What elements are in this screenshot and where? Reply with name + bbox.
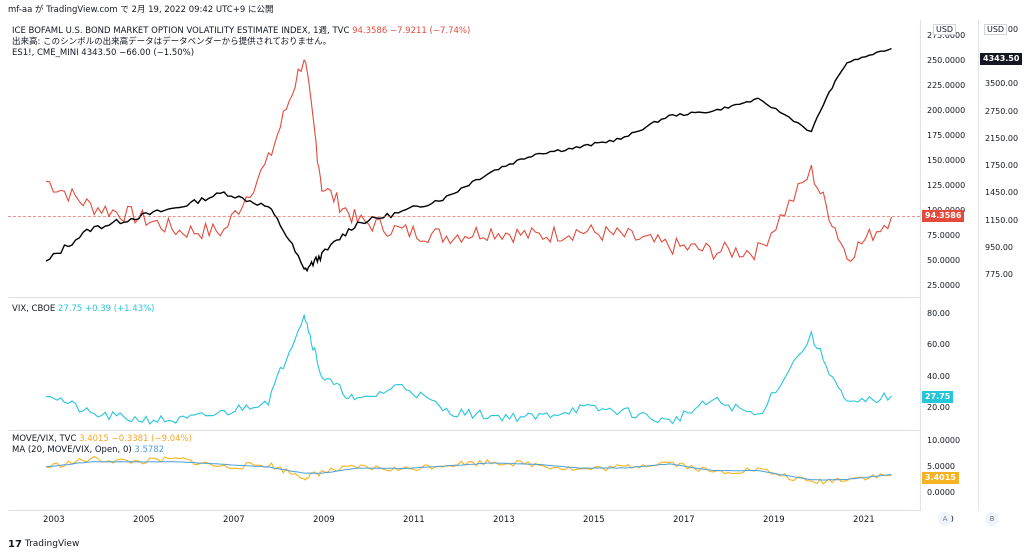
es-legend-value: 4343.50 [81, 48, 117, 58]
price-tick: 1750.00 [985, 161, 1019, 171]
time-tick: 2013 [493, 515, 515, 525]
time-tick: 2017 [673, 515, 695, 525]
currency-label-left[interactable]: USD [933, 24, 957, 35]
volume-notice: 出来高: このシンボルの出来高データはデータベンダーから提供されておりません。 [12, 37, 332, 47]
ratio-legend-change: −0.3381 (−9.04%) [111, 434, 192, 444]
price-tick: 775.00 [985, 270, 1013, 279]
time-tick: 2007 [223, 515, 245, 525]
move-last-price-line [8, 216, 920, 217]
price-tick: 150.0000 [927, 156, 966, 165]
vix-right-scale [978, 298, 1024, 431]
vix-legend-change: +0.39 (+1.43%) [84, 304, 155, 314]
ratio-legend-value: 3.4015 [79, 434, 109, 444]
time-tick: 2015 [583, 515, 605, 525]
currency-label-right[interactable]: USD [984, 24, 1008, 35]
publish-header: mf-aa が TradingView.com で 2月 19, 2022 09… [8, 5, 274, 15]
vix-chart [45, 313, 892, 425]
vix-legend-name: VIX, CBOE [12, 304, 56, 314]
main-price-chart [45, 47, 893, 273]
tradingview-logo-icon: 17 [8, 538, 22, 550]
price-tick: 250.0000 [927, 56, 966, 65]
price-tick: 950.00 [985, 242, 1013, 252]
price-tick: 20.00 [927, 403, 950, 412]
vix-price-badge: 27.75 [922, 391, 954, 403]
ratio-legend-name: MOVE/VIX, TVC [12, 434, 77, 444]
price-tick: 1450.00 [985, 188, 1019, 198]
time-tick: 2011 [403, 515, 425, 525]
main-price-pane[interactable]: ICE BOFAML U.S. BOND MARKET OPTION VOLAT… [8, 20, 920, 298]
price-tick: 10.0000 [927, 436, 961, 445]
price-tick: 0.0000 [927, 488, 955, 497]
time-tick: 2019 [763, 515, 785, 525]
price-tick: 40.00 [927, 371, 950, 381]
ma-legend-name: MA (20, MOVE/VIX, Open, 0) [12, 445, 132, 455]
time-tick: 2003 [43, 515, 65, 525]
time-tick: 2021 [853, 515, 875, 525]
vix-series-line [45, 313, 892, 425]
price-tick: 200.0000 [927, 106, 966, 115]
ratio-price-scale[interactable]: 10.0000 5.0000 0.0000 [920, 431, 978, 511]
price-tick: 225.0000 [927, 81, 966, 90]
price-tick: 75.0000 [927, 231, 961, 240]
ma-legend[interactable]: MA (20, MOVE/VIX, Open, 0) 3.5782 [12, 445, 164, 456]
price-tick: 2750.00 [985, 106, 1019, 116]
auto-scale-button[interactable]: A [938, 512, 952, 526]
price-tick: 5.0000 [927, 462, 955, 471]
price-tick: 125.0000 [927, 181, 966, 190]
move-series-line [45, 58, 893, 263]
ratio-series-line [45, 455, 892, 485]
move-legend-name: ICE BOFAML U.S. BOND MARKET OPTION VOLAT… [12, 26, 350, 36]
price-tick: 80.00 [927, 309, 950, 318]
ma-legend-value: 3.5782 [134, 445, 165, 455]
price-tick: 175.0000 [927, 131, 966, 140]
vix-price-scale[interactable]: 80.00 60.00 40.00 20.00 [920, 298, 978, 431]
price-tick: 2150.00 [985, 133, 1019, 143]
price-tick: 3500.00 [985, 79, 1019, 89]
price-tick: 1150.00 [985, 215, 1019, 225]
footer[interactable]: 17 TradingView [8, 536, 79, 552]
es-legend-name: ES1!, CME_MINI [12, 48, 79, 58]
time-tick: 2005 [133, 515, 155, 525]
move-legend-change: −7.9211 (−7.74%) [389, 26, 471, 36]
brand-name: TradingView [24, 539, 80, 549]
move-price-badge: 94.3586 [922, 210, 965, 222]
vix-pane[interactable]: VIX, CBOE 27.75 +0.39 (+1.43%) [8, 298, 920, 431]
move-legend-value: 94.3586 [352, 26, 388, 36]
ma-series-line [45, 461, 892, 481]
price-tick: 25.0000 [927, 281, 961, 290]
time-axis[interactable]: 2003 2005 2007 2009 2011 2013 2015 2017 2019 2021… [8, 512, 954, 528]
time-tick: 2009 [313, 515, 335, 525]
log-scale-button[interactable]: B [985, 512, 999, 526]
price-tick: 60.00 [927, 340, 950, 350]
ratio-right-scale [978, 431, 1024, 511]
ratio-legend[interactable]: MOVE/VIX, TVC 3.4015 −0.3381 (−9.04%) [12, 434, 192, 445]
ratio-price-badge: 3.4015 [922, 472, 959, 484]
move-legend[interactable]: ICE BOFAML U.S. BOND MARKET OPTION VOLAT… [12, 26, 470, 37]
ratio-chart [45, 455, 892, 485]
es-legend[interactable]: ES1!, CME_MINI 4343.50 −66.00 (−1.50%) [12, 48, 194, 59]
es-series-line [45, 47, 892, 273]
es-legend-change: −66.00 (−1.50%) [119, 48, 195, 58]
price-tick: 275.0000 [927, 31, 966, 40]
ratio-pane[interactable]: MOVE/VIX, TVC 3.4015 −0.3381 (−9.04%) MA… [8, 431, 920, 511]
es-price-badge: 4343.50 [980, 53, 1023, 65]
vix-legend[interactable]: VIX, CBOE 27.75 +0.39 (+1.43%) [12, 304, 155, 315]
chart-area[interactable]: ICE BOFAML U.S. BOND MARKET OPTION VOLAT… [8, 20, 1024, 530]
move-price-scale[interactable]: 275.0000 250.0000 225.0000 200.0000 175.0000… [920, 20, 978, 298]
price-tick: 50.0000 [927, 256, 961, 265]
vix-legend-value: 27.75 [57, 304, 83, 314]
